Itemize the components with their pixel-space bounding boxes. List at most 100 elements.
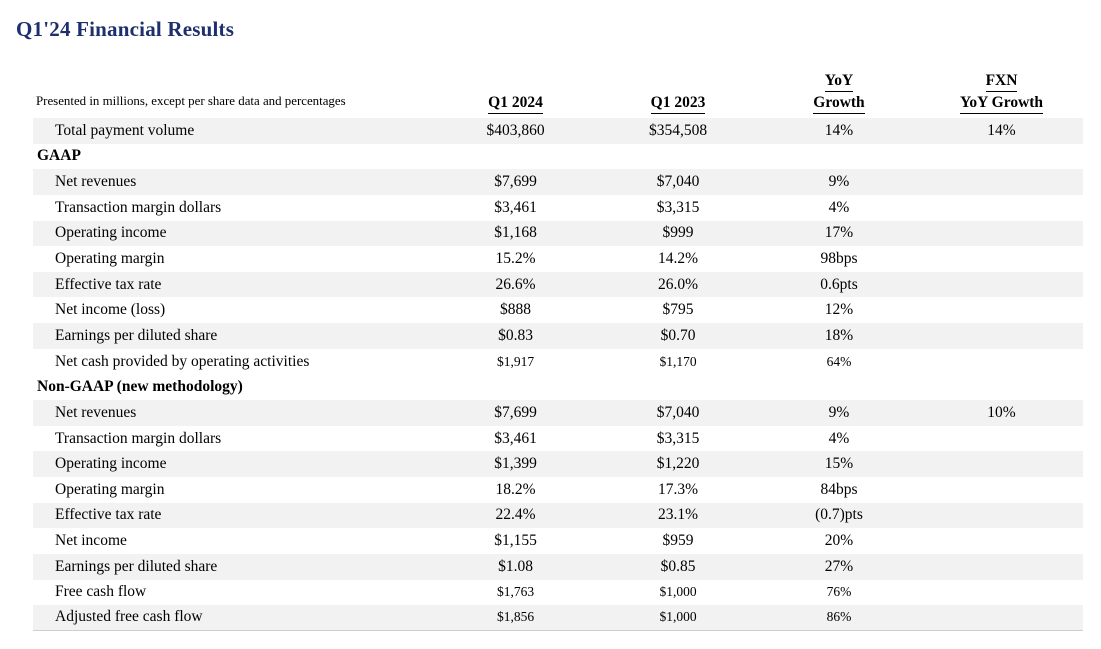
row-label: Effective tax rate — [55, 275, 162, 293]
cell-q1-2023: $0.70 — [660, 326, 696, 344]
cell-yoy-growth: 98bps — [820, 250, 858, 268]
cell-q1-2024: $1,399 — [494, 455, 537, 473]
page-title: Q1'24 Financial Results — [16, 17, 235, 41]
cell-yoy-growth: 20% — [824, 532, 854, 550]
section-header-row: GAAP — [33, 144, 1083, 170]
table-row: Operating margin 18.2% 17.3% 84bps — [33, 477, 1083, 503]
cell-q1-2024: $7,699 — [494, 173, 537, 191]
table-row: Earnings per diluted share $0.83 $0.70 18% — [33, 323, 1083, 349]
row-label: Effective tax rate — [55, 506, 162, 524]
financial-results-table: Presented in millions, except per share … — [33, 68, 1083, 631]
cell-q1-2023: $7,040 — [656, 173, 700, 191]
cell-q1-2023: $3,315 — [656, 429, 700, 447]
column-header-q1-2024: Q1 2024 — [433, 92, 598, 118]
table-row: Effective tax rate 22.4% 23.1% (0.7)pts — [33, 502, 1083, 529]
table-note: Presented in millions, except per share … — [36, 94, 346, 108]
table-row: Total payment volume $403,860 $354,508 14% 1… — [33, 118, 1083, 144]
cell-yoy-growth: 86% — [826, 609, 852, 625]
table-body: Total payment volume $403,860 $354,508 14% 1… — [33, 118, 1083, 631]
row-label: Total payment volume — [55, 121, 195, 139]
cell-q1-2023: $354,508 — [648, 121, 708, 139]
cell-q1-2023: 17.3% — [657, 480, 699, 498]
table-row: Effective tax rate 26.6% 26.0% 0.6pts — [33, 271, 1083, 298]
row-label: Free cash flow — [55, 583, 147, 601]
cell-q1-2023: 26.0% — [657, 275, 699, 293]
cell-q1-2023: $1,000 — [659, 584, 697, 600]
cell-q1-2023: $795 — [662, 301, 694, 319]
row-label: Operating income — [55, 224, 167, 242]
cell-yoy-growth: 27% — [824, 557, 854, 575]
cell-fxn-yoy-growth: 14% — [987, 121, 1016, 139]
column-header-line: Q1 2024 — [488, 94, 543, 114]
cell-q1-2024: $1,917 — [496, 353, 535, 369]
column-header-line: FXN — [985, 72, 1018, 92]
cell-yoy-growth: 64% — [826, 353, 852, 369]
column-header-line: YoY Growth — [959, 94, 1044, 114]
column-header-q1-2023: Q1 2023 — [598, 92, 758, 118]
cell-q1-2024: $3,461 — [494, 429, 537, 447]
cell-q1-2024: $7,699 — [494, 403, 537, 421]
cell-yoy-growth: 14% — [824, 121, 854, 139]
table-row: Net income $1,155 $959 20% — [33, 528, 1083, 554]
cell-yoy-growth: 4% — [828, 429, 850, 447]
cell-q1-2023: 14.2% — [657, 250, 699, 268]
table-row: Net income (loss) $888 $795 12% — [33, 297, 1083, 323]
row-label: Transaction margin dollars — [55, 429, 222, 447]
cell-q1-2023: $1,000 — [659, 609, 697, 625]
cell-yoy-growth: 17% — [824, 224, 854, 242]
row-label: Transaction margin dollars — [55, 198, 222, 216]
column-header-yoy-growth: YoY Growth — [758, 70, 920, 118]
section-label: GAAP — [37, 147, 81, 165]
table-row: Operating margin 15.2% 14.2% 98bps — [33, 246, 1083, 272]
cell-q1-2024: $0.83 — [498, 326, 533, 344]
table-row: Net revenues $7,699 $7,040 9% — [33, 169, 1083, 195]
cell-q1-2024: $1,856 — [496, 609, 535, 625]
row-label: Earnings per diluted share — [55, 326, 218, 344]
cell-yoy-growth: 84bps — [820, 480, 858, 498]
column-header-line: Growth — [813, 94, 865, 114]
row-label: Net income (loss) — [55, 301, 166, 319]
cell-q1-2024: $888 — [500, 301, 531, 319]
cell-fxn-yoy-growth: 10% — [987, 403, 1016, 421]
cell-q1-2024: 18.2% — [495, 480, 536, 498]
column-header-line: Q1 2023 — [650, 94, 706, 114]
row-label: Operating margin — [55, 480, 165, 498]
row-label: Net income — [55, 532, 127, 550]
row-label: Net cash provided by operating activitie… — [55, 352, 310, 370]
table-row: Net revenues $7,699 $7,040 9% 10% — [33, 400, 1083, 426]
cell-q1-2023: $0.85 — [660, 557, 696, 575]
cell-yoy-growth: (0.7)pts — [815, 506, 863, 524]
cell-q1-2024: $3,461 — [494, 198, 537, 216]
row-label: Operating income — [55, 455, 167, 473]
table-row: Operating income $1,168 $999 17% — [33, 220, 1083, 247]
cell-q1-2024: $1,155 — [494, 532, 537, 550]
cell-yoy-growth: 18% — [824, 326, 854, 344]
cell-q1-2023: $7,040 — [656, 403, 700, 421]
cell-yoy-growth: 9% — [828, 173, 850, 191]
cell-yoy-growth: 76% — [826, 584, 852, 600]
table-row: Transaction margin dollars $3,461 $3,315 4% — [33, 195, 1083, 221]
table-row: Earnings per diluted share $1.08 $0.85 27% — [33, 553, 1083, 580]
table-row: Net cash provided by operating activitie… — [33, 349, 1083, 375]
table-row: Free cash flow $1,763 $1,000 76% — [33, 580, 1083, 606]
cell-q1-2024: $1,763 — [496, 584, 535, 600]
cell-q1-2024: $403,860 — [486, 121, 545, 139]
cell-q1-2024: $1.08 — [498, 557, 533, 575]
table-header-row: Presented in millions, except per share … — [33, 68, 1083, 118]
table-row: Transaction margin dollars $3,461 $3,315 4% — [33, 426, 1083, 452]
cell-q1-2023: $3,315 — [656, 198, 700, 216]
row-label: Earnings per diluted share — [55, 557, 218, 575]
table-row: Operating income $1,399 $1,220 15% — [33, 451, 1083, 477]
cell-q1-2023: 23.1% — [657, 506, 699, 524]
cell-yoy-growth: 9% — [828, 403, 850, 421]
row-label: Adjusted free cash flow — [55, 608, 203, 626]
cell-q1-2023: $959 — [662, 532, 694, 550]
cell-yoy-growth: 4% — [828, 198, 850, 216]
cell-yoy-growth: 0.6pts — [820, 275, 858, 293]
cell-q1-2024: $1,168 — [494, 224, 537, 242]
cell-q1-2024: 15.2% — [495, 250, 536, 268]
row-label: Net revenues — [55, 173, 137, 191]
row-label: Net revenues — [55, 403, 137, 421]
cell-q1-2023: $999 — [662, 224, 694, 242]
section-header-row: Non-GAAP (new methodology) — [33, 374, 1083, 400]
